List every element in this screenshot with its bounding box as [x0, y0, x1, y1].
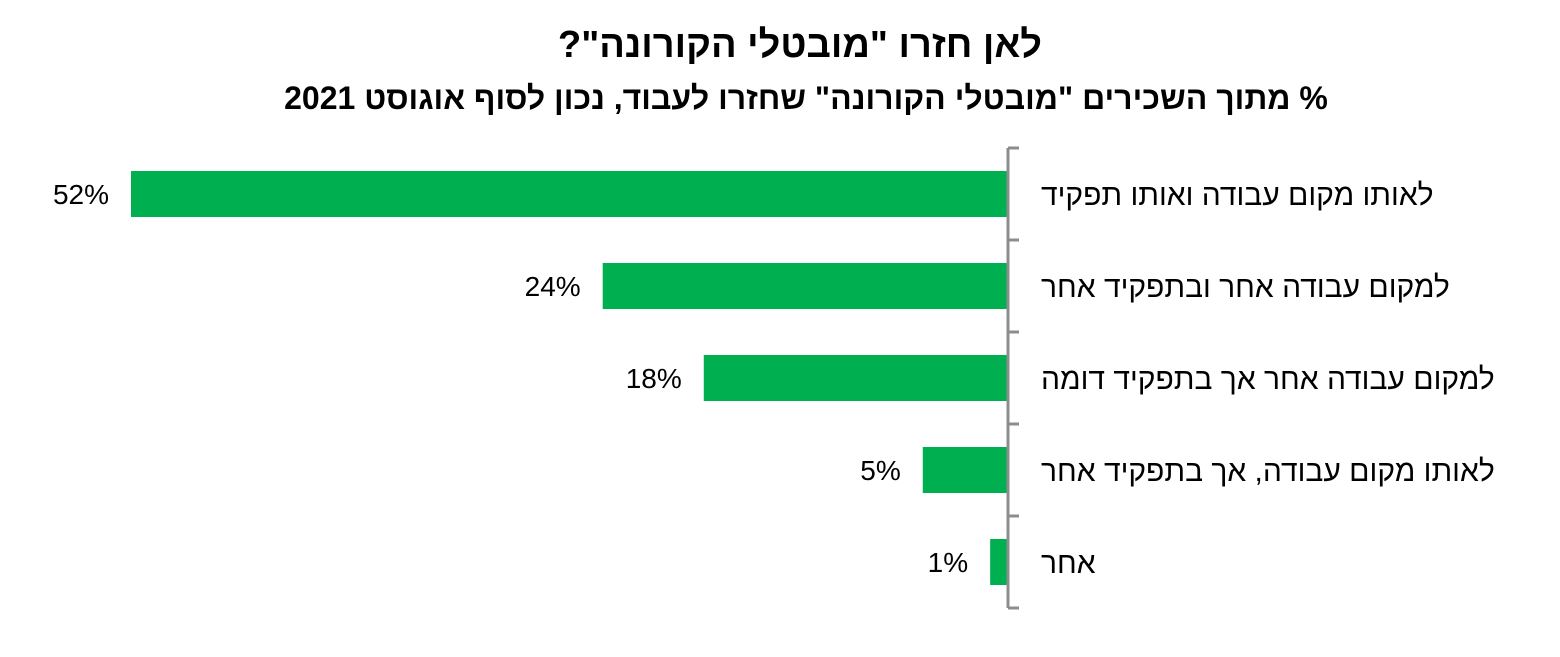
- bar: [131, 171, 1007, 217]
- bar: [602, 263, 1007, 309]
- chart-title: לאן חזרו "מובטלי הקורונה"?: [557, 24, 1043, 66]
- category-label: אחר: [1041, 547, 1096, 580]
- category-label: למקום עבודה אחר אך בתפקיד דומה: [1041, 363, 1495, 396]
- category-label: למקום עבודה אחר ובתפקיד אחר: [1041, 271, 1450, 304]
- bar: [990, 539, 1007, 585]
- value-label: 1%: [928, 547, 968, 578]
- value-label: 24%: [525, 271, 581, 302]
- bar: [703, 355, 1007, 401]
- chart-subtitle: % מתוך השכירים "מובטלי הקורונה" שחזרו לע…: [284, 80, 1328, 116]
- value-label: 52%: [53, 179, 109, 210]
- value-label: 5%: [860, 455, 900, 486]
- category-label: לאותו מקום עבודה ואותו תפקיד: [1041, 179, 1434, 212]
- value-label: 18%: [626, 363, 682, 394]
- category-label: לאותו מקום עבודה, אך בתפקיד אחר: [1041, 455, 1495, 488]
- bar: [922, 447, 1007, 493]
